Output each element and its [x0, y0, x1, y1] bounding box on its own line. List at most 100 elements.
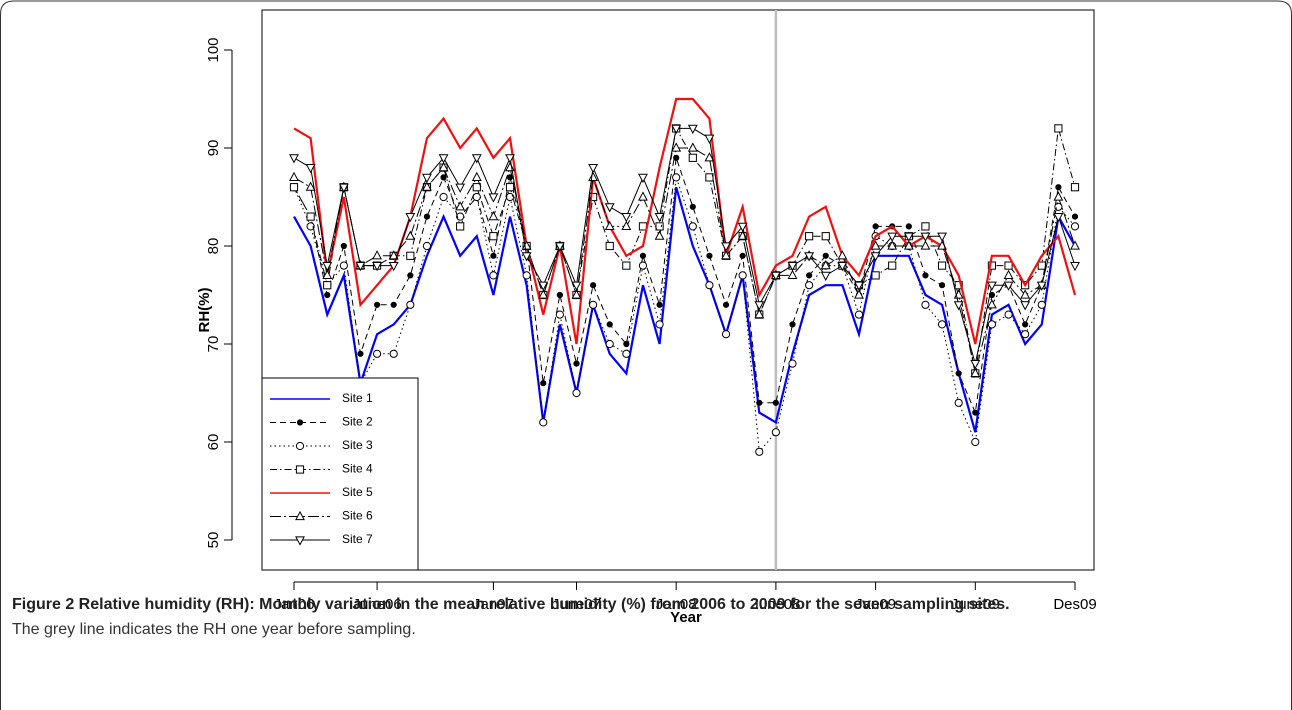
- data-point: [572, 388, 581, 398]
- data-point: [870, 252, 881, 262]
- data-point: [490, 252, 497, 259]
- series-line: [293, 186, 1076, 433]
- plot-frame: [261, 9, 1095, 571]
- data-point: [355, 262, 366, 272]
- data-point: [903, 232, 914, 242]
- data-point: [789, 321, 796, 328]
- data-point: [472, 183, 481, 192]
- data-point: [837, 250, 848, 260]
- y-tick-label: 90: [205, 140, 222, 157]
- data-point: [373, 301, 381, 308]
- data-point: [539, 418, 548, 427]
- data-point: [771, 428, 780, 437]
- data-point: [488, 193, 499, 203]
- data-point: [289, 183, 299, 192]
- data-point: [805, 232, 814, 241]
- data-point: [472, 192, 481, 202]
- data-point: [787, 269, 798, 279]
- data-point: [704, 152, 715, 162]
- data-point: [921, 300, 930, 309]
- data-point: [756, 399, 763, 406]
- legend-symbol: [295, 465, 305, 474]
- x-tick-label: June07: [552, 596, 601, 613]
- data-point: [1055, 184, 1062, 191]
- data-point: [571, 281, 582, 291]
- data-point: [604, 203, 615, 213]
- data-point: [638, 261, 648, 270]
- data-point: [422, 241, 432, 251]
- data-point: [820, 259, 831, 270]
- data-point: [438, 161, 449, 172]
- data-point: [672, 173, 681, 182]
- data-point: [556, 291, 563, 299]
- data-point: [456, 212, 465, 221]
- data-point: [1037, 300, 1046, 309]
- legend-label: Site 6: [342, 509, 373, 523]
- data-point: [1020, 289, 1031, 299]
- x-tick-label: Jan07: [473, 596, 514, 613]
- data-point: [870, 240, 881, 250]
- data-point: [820, 271, 831, 282]
- data-point: [423, 213, 431, 220]
- data-point: [489, 232, 498, 241]
- data-point: [987, 261, 997, 270]
- data-point: [955, 370, 962, 377]
- data-point: [622, 261, 631, 270]
- data-point: [471, 171, 482, 181]
- legend-label: Site 4: [342, 462, 373, 476]
- y-tick-label: 100: [205, 37, 222, 62]
- data-point: [1036, 281, 1047, 291]
- data-point: [655, 320, 664, 329]
- data-point: [903, 240, 914, 250]
- data-point: [721, 250, 731, 260]
- data-point: [854, 310, 864, 319]
- data-point: [1021, 330, 1030, 339]
- data-point: [654, 213, 665, 223]
- data-point: [1070, 222, 1080, 231]
- legend-label: Site 3: [342, 438, 373, 452]
- data-point: [406, 251, 415, 260]
- data-point: [540, 380, 547, 387]
- data-point: [704, 134, 715, 144]
- data-point: [406, 300, 415, 309]
- data-point: [455, 201, 466, 211]
- data-point: [721, 330, 731, 339]
- data-point: [621, 220, 632, 230]
- data-point: [872, 223, 879, 230]
- data-point: [1070, 262, 1080, 272]
- data-point: [372, 250, 383, 260]
- legend-label: Site 7: [342, 532, 373, 546]
- data-point: [322, 269, 333, 279]
- data-point: [688, 153, 697, 162]
- data-point: [589, 192, 598, 202]
- data-point: [1070, 183, 1080, 192]
- y-axis-label: RH(%): [196, 288, 213, 333]
- legend-box: [261, 377, 419, 571]
- data-point: [588, 164, 599, 174]
- data-point: [322, 262, 333, 272]
- data-point: [604, 220, 615, 230]
- data-point: [306, 212, 315, 221]
- data-point: [972, 409, 979, 416]
- data-point: [788, 359, 797, 368]
- series-line: [293, 127, 1076, 364]
- y-tick-label: 70: [205, 336, 222, 353]
- data-point: [388, 250, 399, 260]
- data-point: [954, 398, 963, 407]
- data-point: [638, 173, 648, 184]
- data-point: [787, 262, 798, 272]
- data-point: [305, 181, 316, 191]
- caption-title: Figure 2 Relative humidity (RH): Monthly…: [12, 596, 1010, 613]
- data-point: [554, 242, 565, 252]
- legend-symbol: [296, 419, 304, 426]
- data-point: [456, 222, 465, 231]
- data-point: [920, 232, 931, 242]
- data-point: [887, 240, 898, 250]
- data-point: [738, 271, 747, 280]
- x-tick-label: June09: [951, 596, 1000, 613]
- series-line: [293, 177, 1076, 454]
- data-point: [1003, 269, 1014, 279]
- data-point: [439, 192, 448, 202]
